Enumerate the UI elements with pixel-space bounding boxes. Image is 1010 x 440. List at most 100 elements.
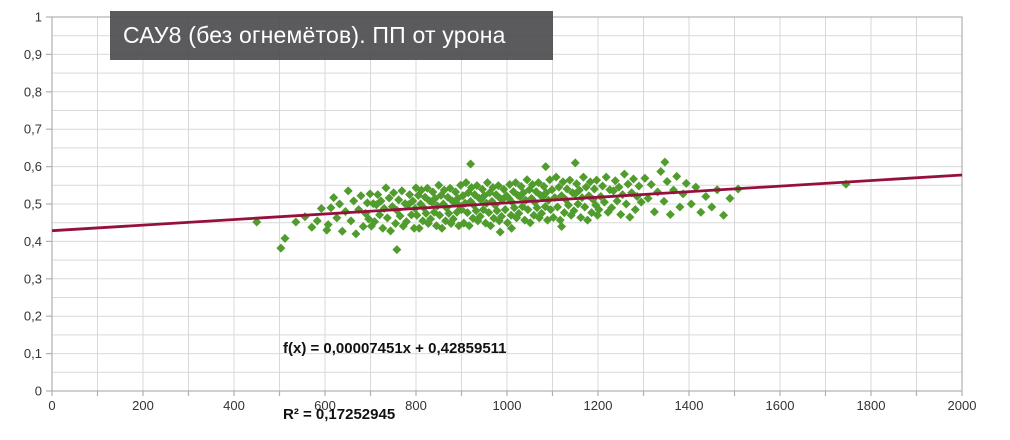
data-point: [346, 216, 356, 226]
data-point: [397, 186, 407, 196]
data-point: [659, 196, 669, 206]
data-point: [464, 221, 474, 231]
data-point: [672, 171, 682, 181]
y-tick-label: 0,1: [24, 346, 42, 361]
data-point: [405, 190, 415, 200]
data-point: [583, 215, 593, 225]
data-point: [389, 188, 399, 198]
y-tick-label: 0: [35, 384, 42, 399]
x-tick-label: 1400: [675, 398, 704, 413]
y-tick-label: 0,2: [24, 309, 42, 324]
data-point: [665, 209, 675, 219]
data-point: [578, 172, 588, 182]
data-point: [500, 205, 510, 215]
data-point: [329, 193, 339, 203]
data-point: [382, 213, 392, 223]
x-tick-label: 0: [48, 398, 55, 413]
data-point: [499, 184, 509, 194]
data-point: [376, 196, 386, 206]
data-point: [594, 205, 604, 215]
data-point: [649, 207, 659, 217]
data-point: [280, 233, 290, 243]
data-point: [409, 223, 419, 233]
data-point: [546, 205, 556, 215]
data-point: [486, 221, 496, 231]
data-point: [681, 178, 691, 188]
x-tick-label: 1800: [857, 398, 886, 413]
data-point: [696, 207, 706, 217]
data-point: [619, 169, 629, 179]
data-point: [394, 195, 404, 205]
data-point: [610, 176, 620, 186]
y-tick-label: 0,6: [24, 159, 42, 174]
data-point: [562, 184, 572, 194]
data-point: [589, 184, 599, 194]
data-point: [462, 208, 472, 218]
data-point: [533, 178, 543, 188]
data-point: [343, 186, 353, 196]
data-point: [373, 190, 383, 200]
data-point: [569, 206, 579, 216]
data-point: [701, 192, 711, 202]
data-point: [623, 179, 633, 189]
data-point: [495, 227, 505, 237]
trendline-equation: f(x) = 0,00007451x + 0,42859511: [283, 340, 507, 357]
data-point: [386, 226, 396, 236]
data-point: [472, 181, 482, 191]
data-point: [691, 182, 701, 192]
data-point: [444, 208, 454, 218]
data-point: [408, 196, 418, 206]
y-tick-label: 0,7: [24, 122, 42, 137]
data-point: [307, 222, 317, 232]
data-point: [612, 196, 622, 206]
x-tick-label: 1600: [766, 398, 795, 413]
x-tick-label: 200: [132, 398, 154, 413]
data-point: [448, 214, 458, 224]
data-point: [572, 179, 582, 189]
data-point: [656, 166, 666, 176]
data-point: [573, 199, 583, 209]
data-point: [514, 208, 524, 218]
data-point: [502, 218, 512, 228]
data-point: [557, 221, 567, 231]
data-point: [553, 202, 563, 212]
data-point: [356, 191, 366, 201]
y-tick-label: 0,4: [24, 234, 42, 249]
x-tick-label: 2000: [948, 398, 977, 413]
data-point: [675, 202, 685, 212]
data-point: [482, 178, 492, 188]
data-point: [580, 202, 590, 212]
x-tick-label: 400: [223, 398, 245, 413]
y-tick-label: 1: [35, 10, 42, 25]
data-point: [421, 208, 431, 218]
data-point: [523, 205, 533, 215]
y-tick-label: 0,8: [24, 84, 42, 99]
data-point: [332, 213, 342, 223]
data-point: [636, 197, 646, 207]
data-point: [525, 218, 535, 228]
data-point: [484, 208, 494, 218]
data-point: [576, 212, 586, 222]
data-point: [511, 178, 521, 188]
data-point: [445, 183, 455, 193]
trendline-equation-block: f(x) = 0,00007451x + 0,42859511 R² = 0,1…: [283, 294, 507, 440]
data-point: [607, 203, 617, 213]
data-point: [422, 183, 432, 193]
data-point: [497, 211, 507, 221]
data-point: [466, 159, 476, 169]
data-point: [628, 174, 638, 184]
data-point: [312, 216, 322, 226]
scatter-points: [252, 157, 851, 255]
data-point: [414, 223, 424, 233]
data-point: [323, 220, 333, 230]
data-point: [362, 198, 372, 208]
data-point: [375, 210, 385, 220]
data-point: [532, 203, 542, 213]
y-tick-label: 0,5: [24, 197, 42, 212]
trendline: [51, 173, 963, 233]
data-point: [435, 210, 445, 220]
data-point: [406, 210, 416, 220]
data-point: [412, 210, 422, 220]
data-point: [426, 214, 436, 224]
data-point: [370, 217, 380, 227]
